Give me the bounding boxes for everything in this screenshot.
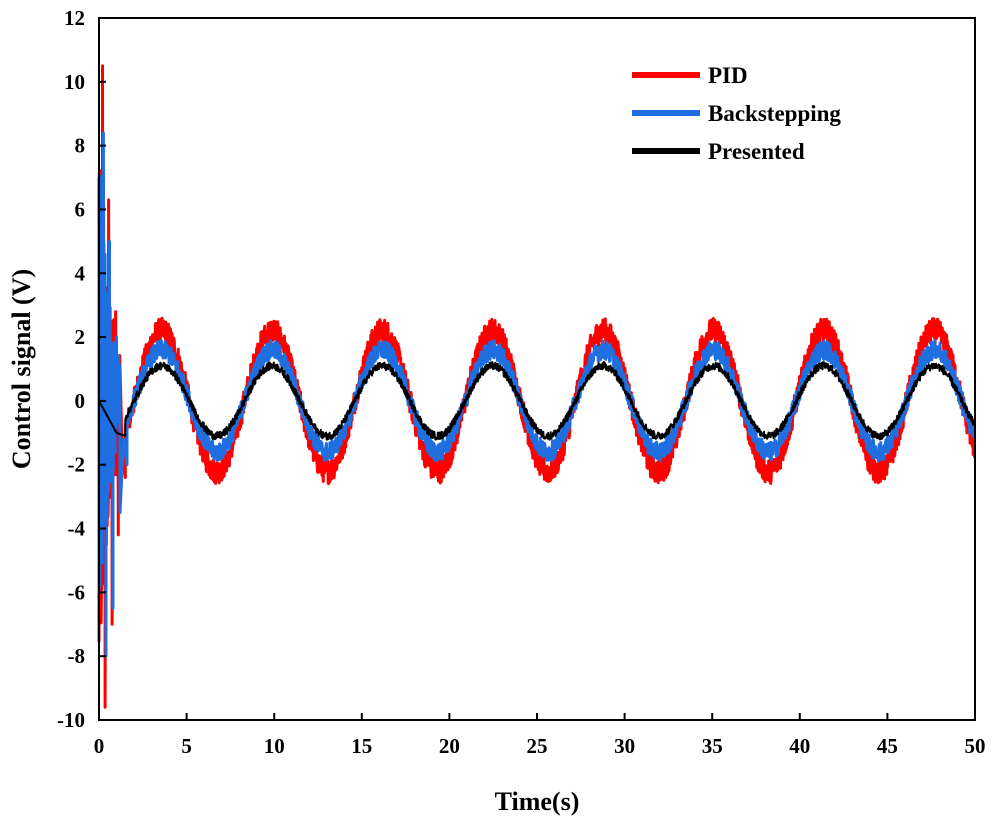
x-tick-label: 5 [181, 734, 192, 758]
legend: PID Backstepping Presented [632, 63, 841, 164]
x-axis-title: Time(s) [495, 787, 580, 816]
x-tick-label: 10 [264, 734, 285, 758]
y-tick-label: 4 [75, 261, 86, 285]
series-line-backstepping [97, 131, 977, 658]
y-tick-label: 6 [75, 197, 86, 221]
y-tick-label: -10 [57, 708, 85, 732]
y-tick-label: 12 [64, 6, 85, 30]
legend-label: Presented [708, 139, 805, 164]
x-tick-label: 25 [527, 734, 548, 758]
x-tick-label: 0 [94, 734, 105, 758]
x-tick-label: 35 [702, 734, 723, 758]
y-axis-title: Control signal (V) [7, 269, 36, 469]
y-tick-label: -8 [68, 644, 86, 668]
x-tick-label: 50 [965, 734, 986, 758]
legend-label: PID [708, 63, 748, 88]
ticks-layer: 0 5 10 15 20 25 30 35 40 45 50 -10 -8 -6 -4 -2 0 2 4 6 8 10 12 [57, 6, 986, 758]
y-tick-label: 10 [64, 70, 85, 94]
y-tick-label: 2 [75, 325, 86, 349]
x-tick-label: 30 [614, 734, 635, 758]
legend-label: Backstepping [708, 101, 841, 126]
x-tick-label: 15 [351, 734, 372, 758]
y-tick-label: -4 [68, 517, 86, 541]
x-tick-label: 20 [439, 734, 460, 758]
series-line-presented [98, 361, 976, 441]
x-tick-label: 40 [789, 734, 810, 758]
y-tick-label: 8 [75, 134, 86, 158]
x-tick-label: 45 [877, 734, 898, 758]
y-tick-label: -2 [68, 453, 86, 477]
y-tick-label: 0 [75, 389, 86, 413]
series-layer [97, 64, 977, 709]
y-tick-label: -6 [68, 580, 86, 604]
